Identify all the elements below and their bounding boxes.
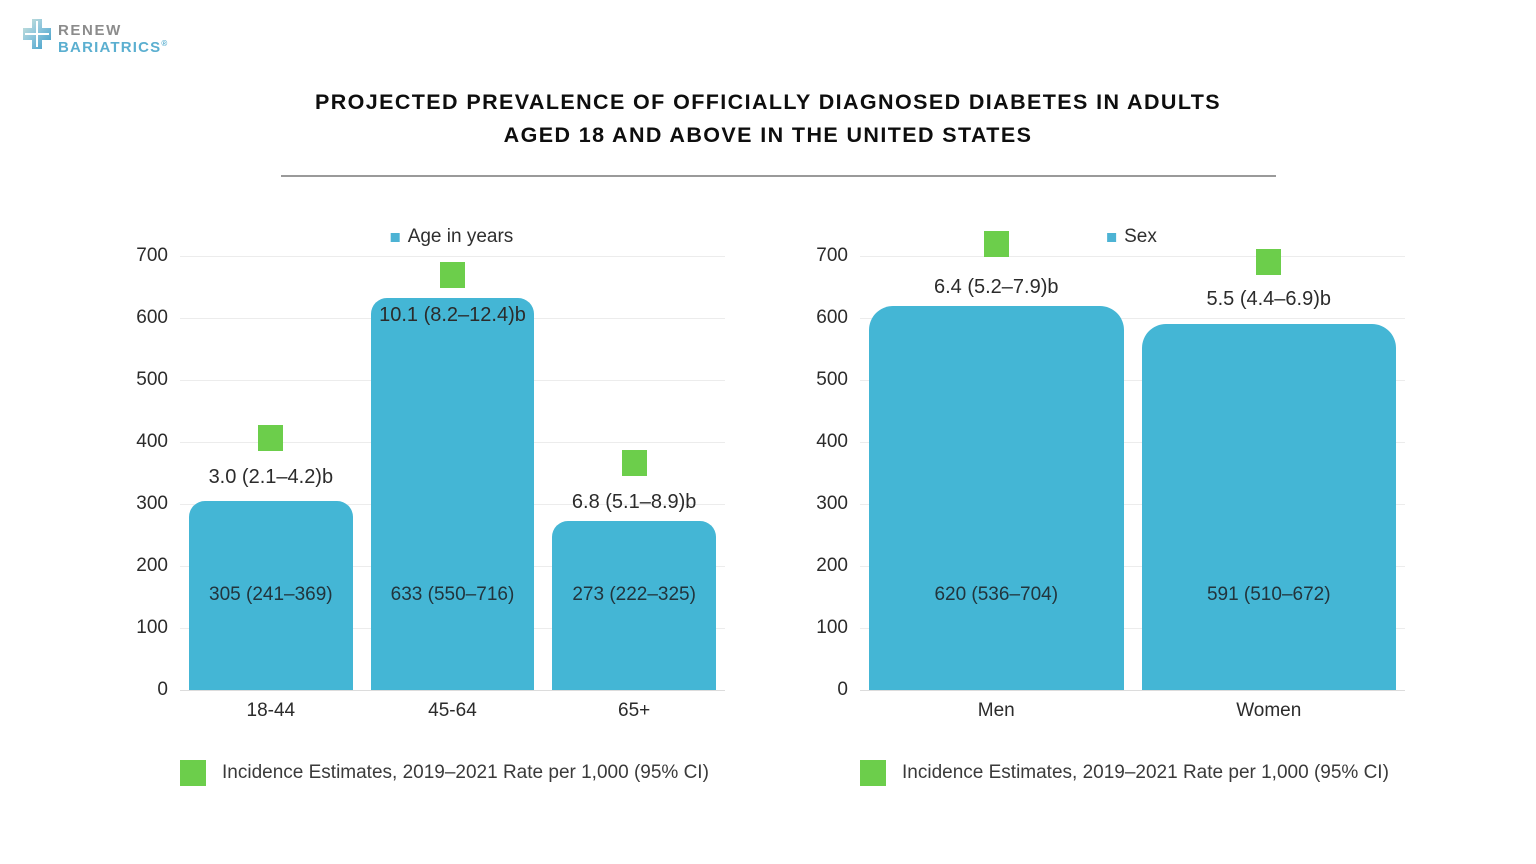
renew-bariatrics-logo: RENEW BARIATRICS® <box>22 18 169 55</box>
grid-line <box>860 566 1405 567</box>
incidence-value-label: 5.5 (4.4–6.9)b <box>1206 287 1332 310</box>
incidence-value-label: 3.0 (2.1–4.2)b <box>208 466 334 489</box>
x-axis-category-label: Men <box>977 700 1015 721</box>
bar-value-label: 591 (510–672) <box>1206 584 1331 606</box>
y-axis-tick-label: 100 <box>136 617 168 638</box>
chart-sex: Sex Incidence Estimates, 2019–2021 Rate … <box>790 220 1450 840</box>
incidence-value-label: 6.4 (5.2–7.9)b <box>933 276 1059 298</box>
incidence-marker <box>258 425 284 452</box>
grid-line <box>860 318 1405 319</box>
incidence-legend-swatch <box>860 760 886 786</box>
bar-value-label: 273 (222–325) <box>572 584 696 606</box>
y-axis-tick-label: 200 <box>136 555 168 576</box>
y-axis-tick-label: 0 <box>157 679 168 700</box>
x-axis-category-label: 65+ <box>618 700 651 721</box>
incidence-legend-label: Incidence Estimates, 2019–2021 Rate per … <box>222 762 709 783</box>
bar <box>189 500 353 690</box>
incidence-legend-label: Incidence Estimates, 2019–2021 Rate per … <box>902 762 1389 783</box>
incidence-marker <box>621 450 647 477</box>
y-axis-tick-label: 400 <box>136 431 168 452</box>
logo-line1: RENEW <box>58 22 122 39</box>
medical-cross-icon <box>23 19 51 49</box>
y-axis-tick-label: 700 <box>136 245 168 266</box>
y-axis-tick-label: 400 <box>816 431 848 452</box>
grid-line <box>860 380 1405 381</box>
bar <box>1141 323 1396 690</box>
grid-line <box>860 504 1405 505</box>
incidence-value-label: 10.1 (8.2–12.4)b <box>379 303 526 326</box>
bar <box>869 305 1124 690</box>
bar-value-label: 620 (536–704) <box>934 584 1059 606</box>
bar <box>552 520 716 690</box>
bar <box>370 297 535 690</box>
grid-line <box>180 690 725 691</box>
y-axis-tick-label: 500 <box>816 369 848 390</box>
chart-legend: Age in years <box>390 226 514 248</box>
page-title-line1: PROJECTED PREVALENCE OF OFFICIALLY DIAGN… <box>314 90 1222 114</box>
bar-value-label: 305 (241–369) <box>209 584 333 606</box>
x-axis-category-label: 45-64 <box>428 700 477 721</box>
y-axis-tick-label: 200 <box>816 555 848 576</box>
y-axis-tick-label: 100 <box>816 617 848 638</box>
grid-line <box>860 442 1405 443</box>
y-axis-tick-label: 300 <box>816 493 848 514</box>
y-axis-tick-label: 600 <box>136 307 168 328</box>
y-axis-tick-label: 600 <box>816 307 848 328</box>
registered-mark: ® <box>161 39 169 48</box>
grid-line <box>860 628 1405 629</box>
y-axis-tick-label: 300 <box>136 493 168 514</box>
y-axis-tick-label: 700 <box>816 245 848 266</box>
page-title-line2: AGED 18 AND ABOVE IN THE UNITED STATES <box>503 123 1033 147</box>
incidence-marker <box>440 262 465 289</box>
grid-line <box>860 256 1405 257</box>
page-title: PROJECTED PREVALENCE OF OFFICIALLY DIAGN… <box>0 86 1536 152</box>
incidence-marker <box>983 231 1009 258</box>
y-axis-tick-label: 500 <box>136 369 168 390</box>
y-axis-tick-label: 0 <box>837 679 848 700</box>
incidence-legend-swatch <box>180 760 206 786</box>
incidence-legend: Incidence Estimates, 2019–2021 Rate per … <box>180 760 709 786</box>
chart-legend-label: Sex <box>1124 226 1157 247</box>
incidence-value-label: 6.8 (5.1–8.9)b <box>571 491 697 514</box>
legend-bullet-icon <box>390 232 400 242</box>
chart-age-in-years: Age in years Incidence Estimates, 2019–2… <box>110 220 770 840</box>
grid-line <box>860 690 1405 691</box>
chart-legend: Sex <box>1107 226 1157 248</box>
logo-text: RENEW BARIATRICS® <box>58 22 169 56</box>
grid-line <box>180 256 725 257</box>
title-divider <box>281 175 1276 177</box>
legend-bullet-icon <box>1107 232 1117 242</box>
incidence-legend: Incidence Estimates, 2019–2021 Rate per … <box>860 760 1389 786</box>
logo-line2: BARIATRICS® <box>58 39 169 56</box>
x-axis-category-label: Women <box>1236 700 1302 721</box>
bar-value-label: 633 (550–716) <box>390 584 515 606</box>
x-axis-category-label: 18-44 <box>246 700 296 721</box>
chart-legend-label: Age in years <box>407 226 514 247</box>
incidence-marker <box>1256 249 1282 276</box>
